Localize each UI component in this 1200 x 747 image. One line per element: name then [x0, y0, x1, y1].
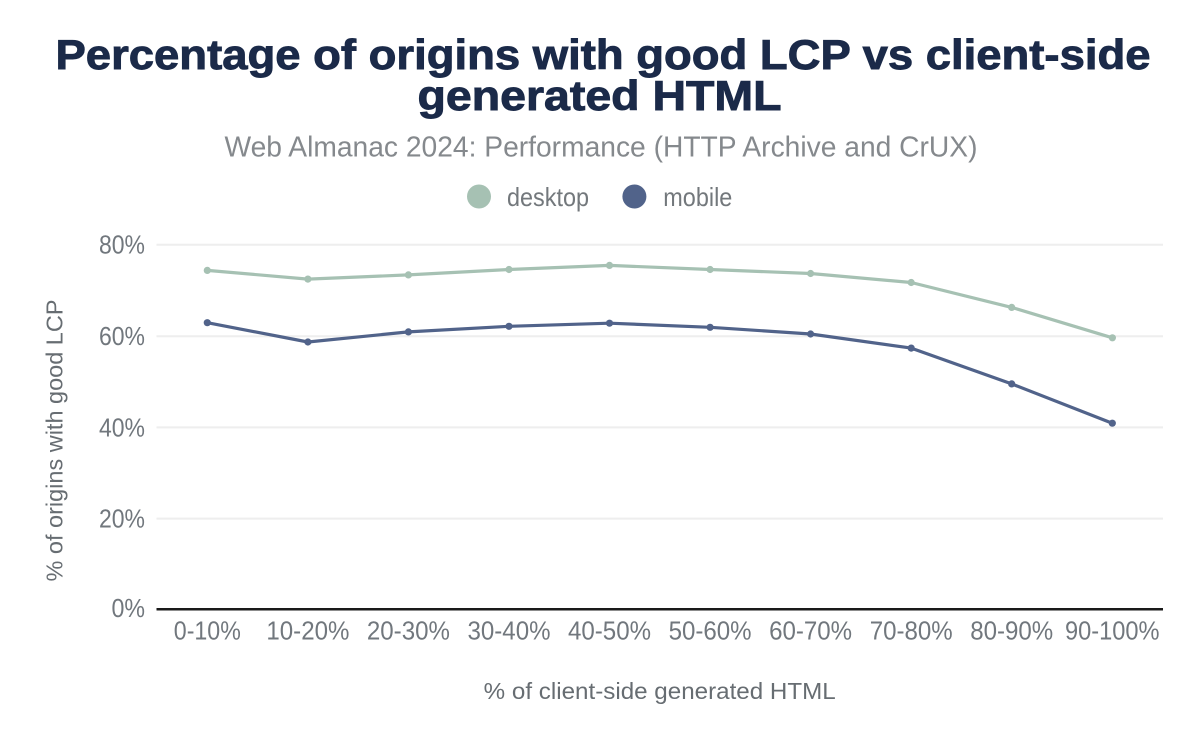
svg-text:80%: 80% — [99, 230, 145, 260]
svg-text:70-80%: 70-80% — [870, 616, 953, 646]
svg-text:% of client-side generated HTM: % of client-side generated HTML — [484, 678, 836, 704]
svg-text:60%: 60% — [99, 321, 145, 351]
svg-text:80-90%: 80-90% — [970, 616, 1053, 646]
svg-text:20-30%: 20-30% — [367, 616, 450, 646]
svg-text:50-60%: 50-60% — [669, 616, 752, 646]
svg-text:desktop: desktop — [507, 182, 589, 212]
svg-text:Percentage of origins with goo: Percentage of origins with good LCP vs c… — [56, 31, 1151, 78]
svg-text:20%: 20% — [99, 504, 145, 534]
svg-text:mobile: mobile — [663, 182, 732, 212]
svg-text:30-40%: 30-40% — [468, 616, 551, 646]
svg-text:% of origins with good LCP: % of origins with good LCP — [42, 300, 68, 582]
svg-text:0%: 0% — [112, 593, 146, 623]
svg-text:Web Almanac 2024: Performance: Web Almanac 2024: Performance (HTTP Arch… — [225, 132, 978, 164]
svg-text:40-50%: 40-50% — [568, 616, 651, 646]
svg-text:10-20%: 10-20% — [266, 616, 349, 646]
svg-text:0-10%: 0-10% — [174, 616, 241, 646]
svg-text:40%: 40% — [99, 412, 145, 442]
svg-text:generated HTML: generated HTML — [418, 72, 782, 119]
svg-text:60-70%: 60-70% — [769, 616, 852, 646]
svg-text:90-100%: 90-100% — [1065, 616, 1160, 646]
